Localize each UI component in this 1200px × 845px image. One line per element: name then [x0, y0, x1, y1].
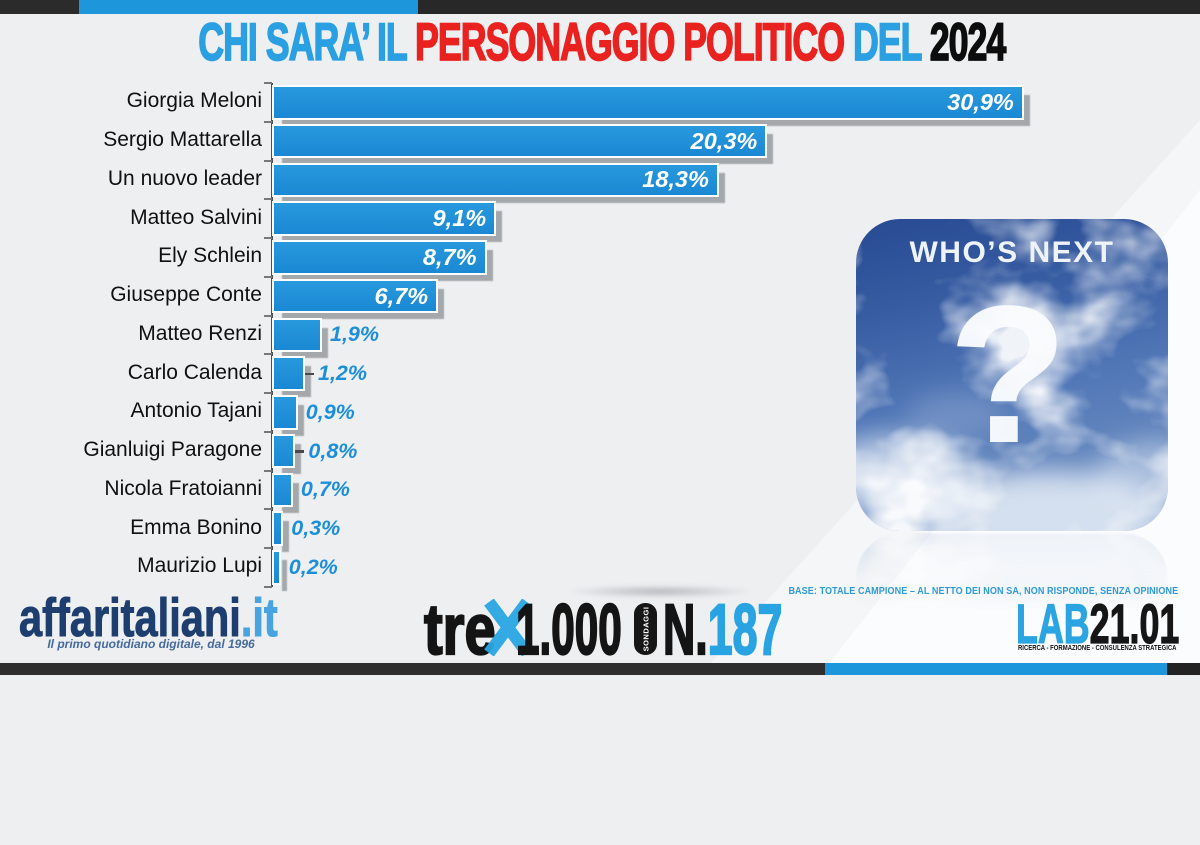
svg-text:WHO’S NEXT: WHO’S NEXT [909, 236, 1114, 269]
svg-text:?: ? [948, 265, 1068, 484]
svg-text:WHO’S NEXT: WHO’S NEXT [909, 795, 1114, 828]
